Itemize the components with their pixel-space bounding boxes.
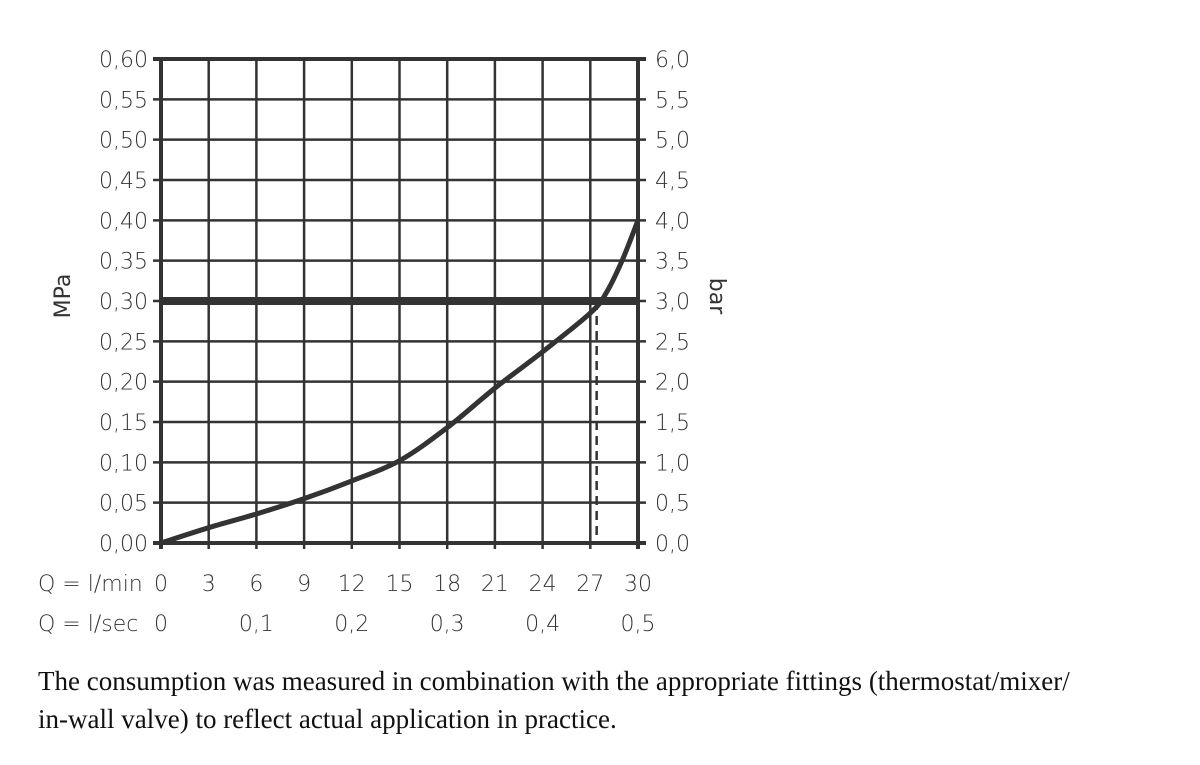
x-tick-label-lsec: 0,5 [621, 612, 656, 637]
y-tick-label-mpa: 0,35 [99, 250, 148, 275]
y-tick-label-bar: 2,5 [655, 330, 690, 355]
x-tick-label-lmin: 27 [576, 572, 604, 597]
y-tick-label-bar: 3,5 [655, 250, 690, 275]
x-tick-label-lmin: 12 [338, 572, 366, 597]
y-tick-label-bar: 0,5 [655, 492, 690, 517]
y-axis-left-mpa: 0,00 0,05 0,10 0,15 0,20 0,25 0,30 0,35 0,40 0,45… [99, 48, 148, 557]
x-tick-label-lmin: 21 [481, 572, 509, 597]
y-tick-label-bar: 6,0 [655, 48, 690, 73]
y-tick-label-mpa: 0,05 [99, 492, 148, 517]
y-tick-label-mpa: 0,25 [99, 330, 148, 355]
y-tick-label-bar: 4,5 [655, 169, 690, 194]
y-tick-label-mpa: 0,15 [99, 411, 148, 436]
x-tick-label-lmin: 3 [202, 572, 216, 597]
chart-series [158, 217, 641, 546]
y-tick-label-bar: 1,5 [655, 411, 690, 436]
y-tick-label-bar: 2,0 [655, 371, 690, 396]
x-tick-label-lmin: 9 [297, 572, 311, 597]
chart-annotations [161, 297, 638, 543]
y-tick-label-bar: 5,5 [655, 88, 690, 113]
x-tick-label-lmin: 18 [433, 572, 461, 597]
x-tick-label-lsec: 0,1 [239, 612, 274, 637]
x-tick-label-lsec: 0,4 [525, 612, 560, 637]
y-tick-label-bar: 0,0 [655, 532, 690, 557]
x-tick-label-lmin: 24 [529, 572, 557, 597]
y-axis-title-mpa: MPa [51, 274, 76, 319]
y-tick-label-mpa: 0,00 [99, 532, 148, 557]
y-tick-label-mpa: 0,40 [99, 209, 148, 234]
y-tick-label-mpa: 0,50 [99, 129, 148, 154]
flow-pressure-curve [158, 217, 641, 546]
y-tick-label-mpa: 0,45 [99, 169, 148, 194]
x-axis-title-lmin: Q = l/min [38, 572, 143, 597]
y-tick-label-mpa: 0,30 [99, 290, 148, 315]
y-axis-right-bar: 0,0 0,5 1,0 1,5 2,0 2,5 3,0 3,5 4,0 4,5 5,0 5,5 6,0 [655, 48, 690, 557]
y-tick-label-bar: 3,0 [655, 290, 690, 315]
x-tick-label-lmin: 15 [386, 572, 414, 597]
x-tick-label-lmin: 30 [624, 572, 652, 597]
y-tick-label-bar: 1,0 [655, 451, 690, 476]
chart-caption: The consumption was measured in combinat… [38, 662, 1178, 738]
pressure-flow-chart: 0,000,050,100,150,200,250,300,350,400,45… [38, 48, 729, 637]
x-tick-label-lsec: 0 [154, 612, 168, 637]
x-axis: 0 3 6 9 12 15 18 21 24 27 30 0 0,1 0,2 0,3 0,4 0,5 [154, 572, 656, 637]
y-tick-label-bar: 5,0 [655, 129, 690, 154]
x-tick-label-lmin: 0 [154, 572, 168, 597]
y-tick-label-mpa: 0,20 [99, 371, 148, 396]
x-tick-label-lmin: 6 [249, 572, 263, 597]
x-axis-title-lsec: Q = l/sec [38, 612, 138, 637]
y-axis-title-bar: bar [704, 278, 729, 315]
x-tick-label-lsec: 0,2 [334, 612, 369, 637]
y-tick-label-bar: 4,0 [655, 209, 690, 234]
y-tick-label-mpa: 0,55 [99, 88, 148, 113]
y-tick-label-mpa: 0,60 [99, 48, 148, 73]
caption-line-1: The consumption was measured in combinat… [38, 666, 1070, 696]
y-tick-label-mpa: 0,10 [99, 451, 148, 476]
x-tick-label-lsec: 0,3 [430, 612, 465, 637]
caption-line-2: in-wall valve) to reflect actual applica… [38, 704, 617, 734]
